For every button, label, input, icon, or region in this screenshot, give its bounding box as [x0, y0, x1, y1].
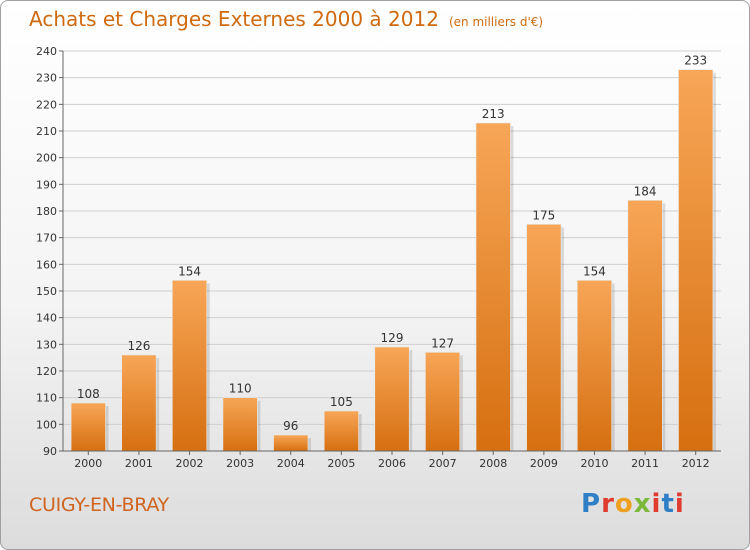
value-label-2008: 213 — [482, 107, 505, 121]
x-tick-label-2005: 2005 — [327, 457, 355, 470]
value-label-2001: 126 — [127, 339, 150, 353]
bar-2009 — [526, 224, 562, 452]
chart-title: Achats et Charges Externes 2000 à 2012 (e… — [29, 7, 543, 31]
bar-2011 — [627, 200, 663, 452]
x-tick-label-2009: 2009 — [530, 457, 558, 470]
y-tick-label: 100 — [36, 418, 57, 431]
x-tick-label-2003: 2003 — [226, 457, 254, 470]
chart-title-text: Achats et Charges Externes 2000 à 2012 — [29, 7, 439, 31]
value-label-2003: 110 — [229, 382, 252, 396]
x-tick-label-2012: 2012 — [682, 457, 710, 470]
logo-letter: r — [601, 489, 615, 519]
bar-2005 — [323, 410, 359, 452]
bar-2007 — [425, 352, 461, 452]
y-tick-label: 210 — [36, 125, 57, 138]
value-label-2011: 184 — [634, 184, 657, 198]
y-tick-label: 130 — [36, 338, 57, 351]
x-tick-label-2000: 2000 — [74, 457, 102, 470]
bar-2010 — [576, 280, 612, 452]
y-tick-label: 90 — [43, 445, 57, 458]
x-tick-label-2002: 2002 — [176, 457, 204, 470]
value-label-2006: 129 — [381, 331, 404, 345]
y-tick-label: 220 — [36, 98, 57, 111]
logo-letter: i — [651, 489, 662, 519]
y-tick-label: 160 — [36, 258, 57, 271]
value-label-2009: 175 — [532, 208, 555, 222]
bar-2002 — [172, 280, 208, 452]
x-tick-label-2010: 2010 — [580, 457, 608, 470]
logo-letter: i — [674, 489, 685, 519]
value-label-2010: 154 — [583, 264, 606, 278]
x-tick-label-2004: 2004 — [277, 457, 305, 470]
x-tick-label-2001: 2001 — [125, 457, 153, 470]
value-label-2000: 108 — [77, 387, 100, 401]
bar-2000 — [70, 402, 106, 452]
value-label-2004: 96 — [283, 419, 298, 433]
bar-2003 — [222, 397, 258, 452]
y-tick-label: 150 — [36, 285, 57, 298]
proxiti-logo: Proxiti — [581, 489, 685, 519]
bar-2008 — [475, 122, 511, 452]
logo-letter: x — [633, 489, 652, 519]
bar-2012 — [678, 69, 714, 452]
y-tick-label: 230 — [36, 72, 57, 85]
y-tick-label: 140 — [36, 312, 57, 325]
axes: 90 100 110 120 130 140 150 160 170 180 190 200 210 22… — [36, 45, 721, 470]
bar-2004 — [273, 434, 309, 452]
logo-letter: o — [614, 489, 634, 519]
bar-2001 — [121, 354, 157, 452]
y-tick-label: 200 — [36, 152, 57, 165]
y-tick-label: 120 — [36, 365, 57, 378]
y-tick-label: 110 — [36, 392, 57, 405]
y-tick-label: 240 — [36, 45, 57, 58]
x-tick-label-2011: 2011 — [631, 457, 659, 470]
logo-letter: P — [581, 489, 602, 519]
value-label-2012: 233 — [684, 54, 707, 68]
value-label-2005: 105 — [330, 395, 353, 409]
y-tick-label: 170 — [36, 232, 57, 245]
x-tick-label-2008: 2008 — [479, 457, 507, 470]
value-label-2007: 127 — [431, 336, 454, 350]
logo-letter: t — [661, 489, 675, 519]
place-name: CUIGY-EN-BRAY — [29, 494, 169, 516]
y-tick-label: 190 — [36, 178, 57, 191]
chart-unit: (en milliers d'€) — [448, 15, 544, 29]
y-tick-label: 180 — [36, 205, 57, 218]
value-label-2002: 154 — [178, 264, 201, 278]
bars: 108 126 154 110 96 105 129 127 213 175 154 184 233 — [70, 54, 716, 452]
x-tick-label-2007: 2007 — [429, 457, 457, 470]
x-tick-label-2006: 2006 — [378, 457, 406, 470]
bar-2006 — [374, 346, 410, 452]
